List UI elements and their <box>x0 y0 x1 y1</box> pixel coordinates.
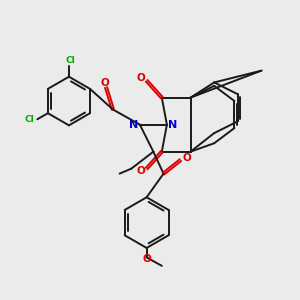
Text: O: O <box>137 73 146 83</box>
Text: N: N <box>129 120 138 130</box>
Text: O: O <box>142 254 151 264</box>
Text: O: O <box>100 79 109 88</box>
Text: Cl: Cl <box>24 115 34 124</box>
Text: O: O <box>182 153 191 164</box>
Text: Cl: Cl <box>66 56 76 65</box>
Text: N: N <box>168 120 178 130</box>
Text: O: O <box>137 166 146 176</box>
